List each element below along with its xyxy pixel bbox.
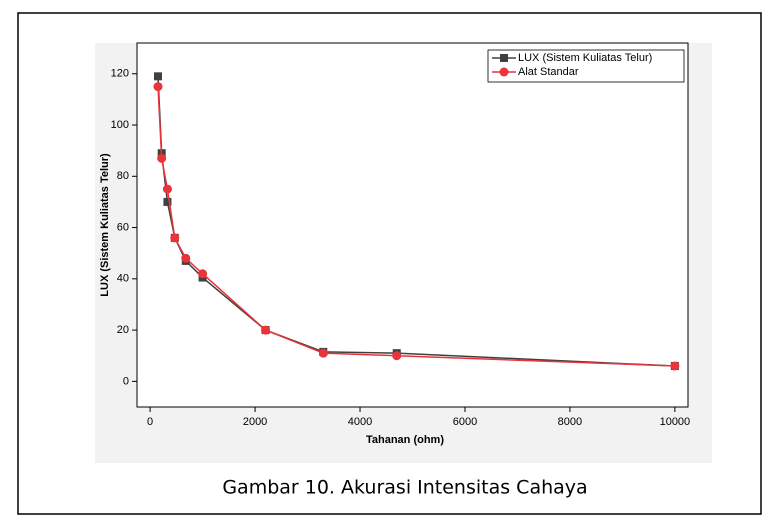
data-point [157, 153, 167, 163]
y-tick-label: 80 [117, 170, 129, 182]
x-tick-label: 10000 [660, 416, 691, 428]
data-point [198, 269, 208, 279]
x-tick-label: 4000 [348, 416, 372, 428]
x-tick-label: 6000 [453, 416, 477, 428]
x-tick-label: 0 [147, 416, 153, 428]
legend-label: Alat Standar [518, 66, 579, 78]
data-point [392, 351, 402, 361]
plot-area [136, 42, 689, 408]
legend-label: LUX (Sistem Kuliatas Telur) [518, 52, 652, 64]
data-point [318, 348, 328, 358]
data-point [153, 72, 162, 81]
data-point [261, 325, 271, 335]
data-point [153, 82, 163, 92]
x-axis-title: Tahanan (ohm) [366, 434, 444, 446]
series-line [157, 86, 675, 367]
data-point [162, 184, 172, 194]
y-tick-label: 0 [123, 375, 129, 387]
data-point [670, 361, 680, 371]
y-tick-label: 120 [111, 68, 129, 80]
y-tick-label: 20 [117, 324, 129, 336]
y-axis-title: LUX (Sistem Kuliatas Telur) [99, 153, 111, 297]
x-tick-label: 2000 [243, 416, 267, 428]
caption: Gambar 10. Akurasi Intensitas Cahaya [222, 477, 587, 499]
y-tick-label: 100 [111, 119, 129, 131]
data-point [170, 233, 180, 243]
y-tick-label: 40 [117, 273, 129, 285]
y-tick-label: 60 [117, 221, 129, 233]
legend-marker [500, 54, 508, 62]
legend-box [487, 49, 685, 83]
data-point [181, 253, 191, 263]
legend-marker [499, 67, 509, 77]
x-tick-label: 8000 [558, 416, 582, 428]
data-point [163, 197, 172, 206]
